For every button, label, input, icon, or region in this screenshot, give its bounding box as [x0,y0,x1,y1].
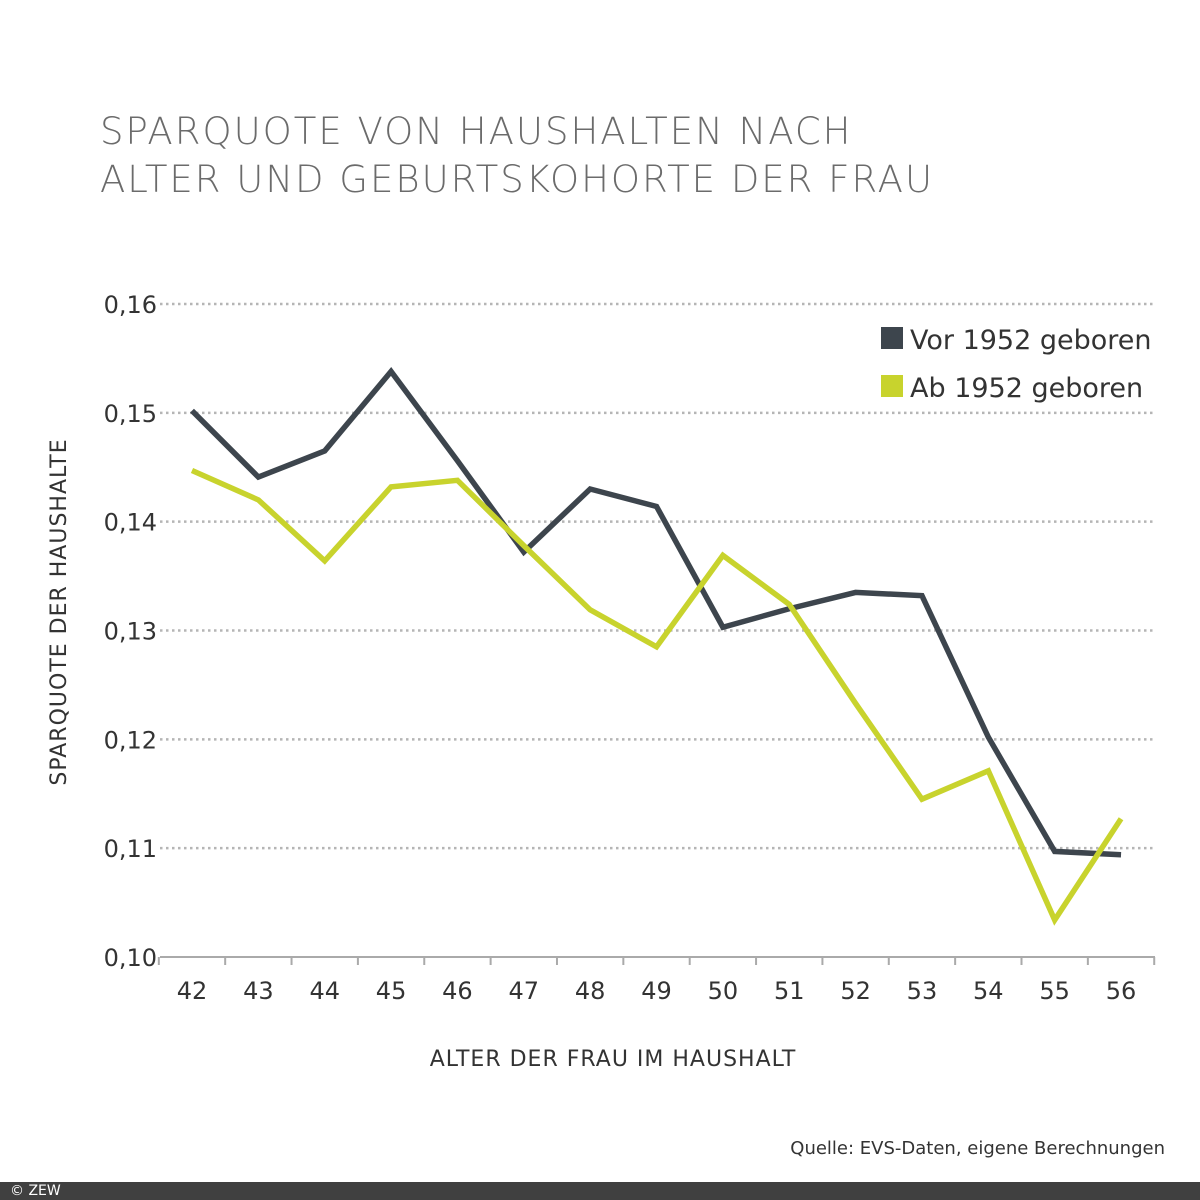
legend-label: Ab 1952 geboren [910,373,1143,404]
x-tick-label: 43 [243,977,274,1005]
y-tick-label: 0,10 [104,944,157,972]
x-tick-label: 48 [575,977,606,1005]
chart-title-line-1: SPARQUOTE VON HAUSHALTEN NACH [100,110,853,153]
y-tick-label: 0,12 [104,726,157,754]
x-tick-label: 54 [973,977,1004,1005]
x-tick-label: 47 [509,977,540,1005]
x-tick-label: 42 [177,977,208,1005]
y-tick-label: 0,13 [104,618,157,646]
x-tick-label: 55 [1039,977,1070,1005]
x-tick-label: 45 [376,977,407,1005]
legend-label: Vor 1952 geboren [910,325,1152,356]
x-tick-label: 52 [840,977,871,1005]
chart-title-line-2: ALTER UND GEBURTSKOHORTE DER FRAU [100,158,935,201]
source-note: Quelle: EVS-Daten, eigene Berechnungen [790,1138,1165,1159]
y-tick-label: 0,16 [104,291,157,319]
y-tick-label: 0,15 [104,400,157,428]
y-tick-label: 0,14 [104,509,157,537]
x-tick-label: 51 [774,977,805,1005]
x-tick-label: 44 [309,977,340,1005]
y-axis-label: SPARQUOTE DER HAUSHALTE [47,438,72,785]
x-tick-label: 49 [641,977,672,1005]
series-line-ab-1952 [190,468,1124,926]
chart-title: SPARQUOTE VON HAUSHALTEN NACH ALTER UND … [100,108,934,204]
x-tick-label: 56 [1106,977,1137,1005]
x-tick-label: 50 [708,977,739,1005]
x-axis-label: ALTER DER FRAU IM HAUSHALT [430,1047,797,1072]
legend-swatch [881,327,903,349]
copyright-footer: © ZEW [0,1182,1200,1200]
y-tick-label: 0,11 [104,835,157,863]
x-tick-label: 46 [442,977,473,1005]
x-tick-label: 53 [907,977,938,1005]
legend-swatch [881,375,903,397]
series-line-vor-1952 [190,367,1122,858]
